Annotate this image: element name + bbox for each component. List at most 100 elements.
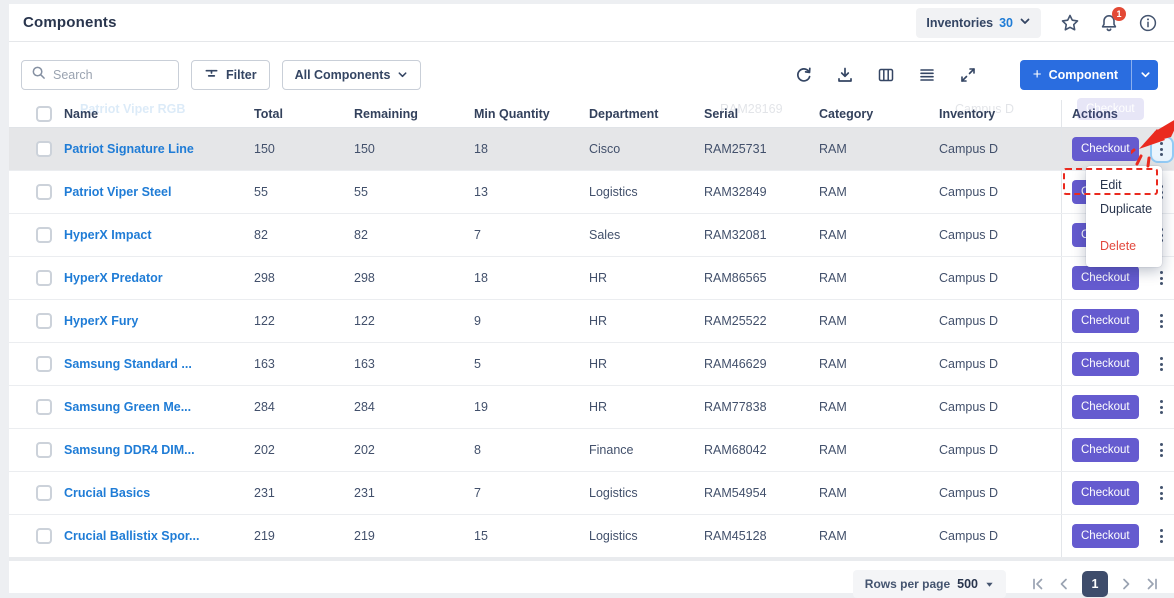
total-cell: 122 (254, 314, 354, 328)
inventory-cell: Campus D (939, 271, 1061, 285)
row-checkbox[interactable] (36, 270, 52, 286)
category-cell: RAM (819, 271, 939, 285)
pagination-bar: Rows per page 500 1 (9, 561, 1174, 598)
menu-item-delete[interactable]: Delete (1086, 234, 1162, 258)
category-cell: RAM (819, 400, 939, 414)
remaining-cell: 231 (354, 486, 474, 500)
menu-item-edit[interactable]: Edit (1086, 173, 1162, 197)
inventories-dropdown[interactable]: Inventories 30 (916, 8, 1041, 38)
total-cell: 55 (254, 185, 354, 199)
min-quantity-cell: 7 (474, 486, 589, 500)
component-name-link[interactable]: Crucial Ballistix Spor... (64, 529, 199, 543)
row-checkbox[interactable] (36, 141, 52, 157)
checkout-button[interactable]: Checkout (1072, 309, 1139, 333)
row-menu-dots-icon[interactable] (1150, 523, 1174, 550)
component-name-link[interactable]: Patriot Viper Steel (64, 185, 171, 199)
table-row: Crucial Ballistix Spor... 219 219 15 Log… (9, 515, 1174, 558)
min-quantity-cell: 18 (474, 271, 589, 285)
current-page-button[interactable]: 1 (1082, 571, 1108, 597)
select-all-checkbox[interactable] (36, 106, 52, 122)
row-checkbox[interactable] (36, 528, 52, 544)
star-icon[interactable] (1060, 13, 1080, 33)
rows-per-page-value: 500 (957, 577, 978, 591)
category-cell: RAM (819, 142, 939, 156)
department-cell: Logistics (589, 486, 704, 500)
info-icon[interactable] (1138, 13, 1158, 33)
component-name-link[interactable]: Samsung Green Me... (64, 400, 191, 414)
column-header-name: Name (64, 107, 254, 121)
checkout-button[interactable]: Checkout (1072, 481, 1139, 505)
table-row: HyperX Predator 298 298 18 HR RAM86565 R… (9, 257, 1174, 300)
row-checkbox[interactable] (36, 184, 52, 200)
scope-dropdown[interactable]: All Components (282, 60, 422, 90)
table-toolbar: Filter All Components + (9, 42, 1174, 90)
scope-label: All Components (295, 68, 391, 82)
row-checkbox[interactable] (36, 442, 52, 458)
checkout-button[interactable]: Checkout (1072, 137, 1139, 161)
component-name-link[interactable]: Samsung DDR4 DIM... (64, 443, 195, 457)
row-checkbox[interactable] (36, 399, 52, 415)
min-quantity-cell: 7 (474, 228, 589, 242)
remaining-cell: 163 (354, 357, 474, 371)
row-menu-dots-icon[interactable] (1150, 136, 1174, 163)
bell-icon[interactable]: 1 (1099, 13, 1119, 33)
min-quantity-cell: 13 (474, 185, 589, 199)
component-name-link[interactable]: Samsung Standard ... (64, 357, 192, 371)
checkout-button[interactable]: Checkout (1072, 395, 1139, 419)
category-cell: RAM (819, 228, 939, 242)
menu-item-duplicate[interactable]: Duplicate (1086, 197, 1162, 221)
next-page-button[interactable] (1118, 576, 1134, 592)
checkout-button[interactable]: Checkout (1072, 266, 1139, 290)
column-header-department: Department (589, 107, 704, 121)
table-row: Crucial Basics 231 231 7 Logistics RAM54… (9, 472, 1174, 515)
remaining-cell: 219 (354, 529, 474, 543)
row-checkbox[interactable] (36, 313, 52, 329)
inventory-cell: Campus D (939, 529, 1061, 543)
components-page: Components Inventories 30 1 (9, 4, 1174, 593)
search-input[interactable] (53, 68, 169, 82)
checkout-button[interactable]: Checkout (1072, 524, 1139, 548)
refresh-icon[interactable] (795, 66, 813, 84)
component-name-link[interactable]: HyperX Predator (64, 271, 163, 285)
row-height-icon[interactable] (918, 66, 936, 84)
component-name-link[interactable]: Crucial Basics (64, 486, 150, 500)
table-row: HyperX Fury 122 122 9 HR RAM25522 RAM Ca… (9, 300, 1174, 343)
min-quantity-cell: 5 (474, 357, 589, 371)
add-component-button[interactable]: + Component (1020, 60, 1131, 90)
filter-icon (204, 66, 219, 84)
prev-page-button[interactable] (1056, 576, 1072, 592)
fullscreen-icon[interactable] (959, 66, 977, 84)
row-menu-dots-icon[interactable] (1150, 265, 1174, 292)
column-header-inventory: Inventory (939, 107, 1061, 121)
category-cell: RAM (819, 443, 939, 457)
search-icon (31, 65, 46, 85)
department-cell: HR (589, 271, 704, 285)
filter-button[interactable]: Filter (191, 60, 270, 90)
category-cell: RAM (819, 486, 939, 500)
inventories-label: Inventories (926, 16, 993, 30)
row-menu-dots-icon[interactable] (1150, 351, 1174, 378)
row-menu-dots-icon[interactable] (1150, 437, 1174, 464)
last-page-button[interactable] (1144, 576, 1160, 592)
row-menu-dots-icon[interactable] (1150, 394, 1174, 421)
download-icon[interactable] (836, 66, 854, 84)
checkout-button[interactable]: Checkout (1072, 438, 1139, 462)
row-checkbox[interactable] (36, 227, 52, 243)
min-quantity-cell: 15 (474, 529, 589, 543)
row-checkbox[interactable] (36, 485, 52, 501)
add-component-caret[interactable] (1131, 60, 1158, 90)
row-menu-dots-icon[interactable] (1150, 308, 1174, 335)
row-checkbox[interactable] (36, 356, 52, 372)
rows-per-page-dropdown[interactable]: Rows per page 500 (853, 570, 1006, 598)
first-page-button[interactable] (1030, 576, 1046, 592)
columns-icon[interactable] (877, 66, 895, 84)
component-name-link[interactable]: HyperX Impact (64, 228, 152, 242)
component-name-link[interactable]: HyperX Fury (64, 314, 138, 328)
category-cell: RAM (819, 185, 939, 199)
department-cell: Logistics (589, 185, 704, 199)
row-menu-dots-icon[interactable] (1150, 480, 1174, 507)
department-cell: HR (589, 314, 704, 328)
department-cell: Sales (589, 228, 704, 242)
component-name-link[interactable]: Patriot Signature Line (64, 142, 194, 156)
checkout-button[interactable]: Checkout (1072, 352, 1139, 376)
